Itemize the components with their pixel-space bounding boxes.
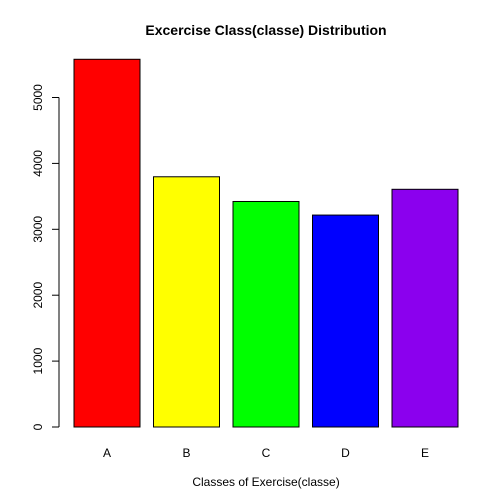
- x-tick-label-b: B: [182, 446, 190, 460]
- y-tick-label-1000: 1000: [31, 347, 45, 374]
- x-tick-label-e: E: [421, 446, 429, 460]
- bars-group: [73, 58, 459, 428]
- x-tick-label-d: D: [341, 446, 350, 460]
- y-axis: 0 1000 2000 3000 4000 5000: [31, 84, 60, 430]
- bar-a: [73, 58, 141, 428]
- bar-e: [391, 188, 459, 428]
- bar-b: [153, 176, 220, 428]
- x-axis-labels: A B C D E: [103, 446, 429, 460]
- y-tick-label-4000: 4000: [31, 150, 45, 177]
- x-tick-label-a: A: [103, 446, 111, 460]
- chart-title: Excercise Class(classe) Distribution: [145, 22, 386, 38]
- y-tick-label-2000: 2000: [31, 282, 45, 309]
- bar-c: [232, 200, 300, 428]
- y-tick-label-0: 0: [31, 423, 45, 430]
- x-axis-label: Classes of Exercise(classe): [192, 475, 339, 489]
- y-tick-label-5000: 5000: [31, 84, 45, 111]
- y-tick-label-3000: 3000: [31, 216, 45, 243]
- bar-d: [312, 214, 379, 428]
- x-tick-label-c: C: [262, 446, 271, 460]
